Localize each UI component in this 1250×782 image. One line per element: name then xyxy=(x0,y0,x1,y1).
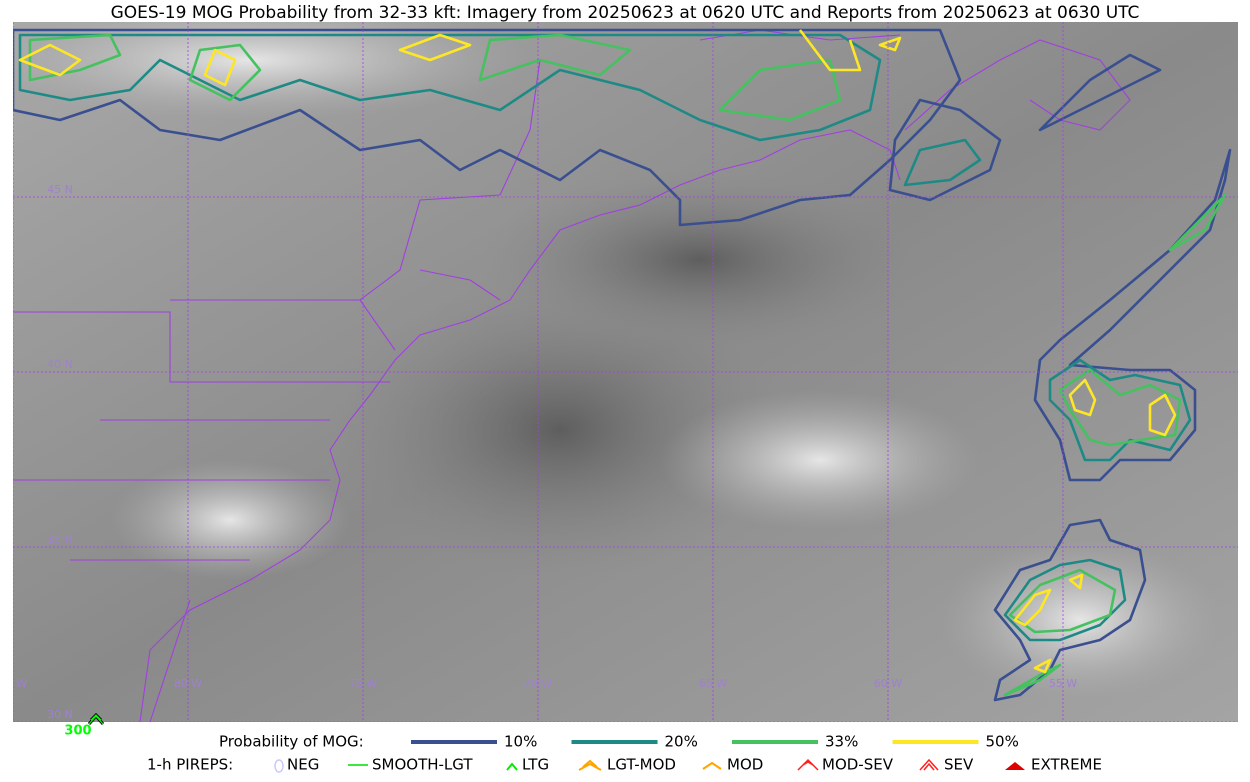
legend-icon xyxy=(702,761,722,770)
pirep-label: 300 xyxy=(64,724,91,739)
legend-label: 50% xyxy=(986,733,1019,751)
legend-icon-part xyxy=(274,759,284,773)
contour xyxy=(13,28,962,227)
contour xyxy=(1048,358,1192,462)
legend-label: LGT-MOD xyxy=(607,756,676,774)
legend-label: LTG xyxy=(522,756,549,774)
legend-icon xyxy=(274,759,284,773)
legend-icon xyxy=(506,762,518,771)
contour xyxy=(993,518,1147,702)
legend-label: 10% xyxy=(504,733,537,751)
longitude-label: 85 W xyxy=(0,677,27,690)
legend-title: 1-h PIREPS: xyxy=(147,756,233,774)
moist-band xyxy=(110,460,350,580)
legend-title: Probability of MOG: xyxy=(219,733,364,751)
legend-label: SEV xyxy=(944,756,974,774)
legend-icon xyxy=(578,759,602,771)
longitude-label: 70 W xyxy=(524,677,552,690)
legend-icon-part xyxy=(797,758,819,771)
longitude-label: 75 W xyxy=(349,677,377,690)
legend-icon xyxy=(919,758,939,771)
pirep-icon xyxy=(88,714,104,725)
longitude-label: 65 W xyxy=(699,677,727,690)
latitude-label: 30 N xyxy=(47,708,73,721)
contour xyxy=(1068,378,1177,437)
legend-label: 33% xyxy=(825,733,858,751)
map: 85 W 80 W 75 W 70 W 65 W 60 W 55 W xyxy=(0,22,1238,722)
legend-icon-part xyxy=(506,762,518,771)
longitude-label: 55 W xyxy=(1049,677,1077,690)
legend-icon xyxy=(1005,762,1025,770)
contour xyxy=(28,33,842,122)
contour xyxy=(18,29,902,87)
contour xyxy=(903,138,982,187)
latitude-label: 45 N xyxy=(47,183,73,196)
border xyxy=(13,59,541,722)
contour xyxy=(888,53,1162,202)
legend-icon-part xyxy=(578,759,602,771)
contours xyxy=(13,28,1232,702)
contour xyxy=(1058,193,1227,447)
graticule: 85 W 80 W 75 W 70 W 65 W 60 W 55 W xyxy=(0,22,1238,722)
contour xyxy=(18,33,882,142)
title: GOES-19 MOG Probability from 32-33 kft: … xyxy=(111,3,1140,23)
dry-slot xyxy=(480,170,920,350)
moist-band xyxy=(660,390,980,530)
contour xyxy=(1033,148,1232,482)
latitude-label: 35 N xyxy=(47,533,73,546)
contour xyxy=(1013,573,1084,674)
legend-label: SMOOTH-LGT xyxy=(372,756,473,774)
pirep-reports: 300 xyxy=(64,712,105,739)
legend-label: 20% xyxy=(665,733,698,751)
legend-icon-part xyxy=(919,758,939,771)
legend-label: EXTREME xyxy=(1031,756,1102,774)
contour xyxy=(1003,568,1117,697)
legend-icon-part xyxy=(1005,762,1025,770)
dry-slot xyxy=(330,280,790,580)
legend: Probability of MOG: 1-h PIREPS: 10% 20% 33… xyxy=(147,733,1102,774)
legend-label: MOD xyxy=(727,756,763,774)
contour xyxy=(1003,558,1127,642)
latitude-label: 40 N xyxy=(47,358,73,371)
legend-label: MOD-SEV xyxy=(822,756,894,774)
longitude-label: 60 W xyxy=(874,677,902,690)
longitude-label: 80 W xyxy=(174,677,202,690)
legend-icon xyxy=(797,758,819,771)
coastline xyxy=(139,129,901,722)
legend-icon-part xyxy=(702,761,722,770)
moist-band xyxy=(940,540,1220,700)
legend-label: NEG xyxy=(287,756,319,774)
